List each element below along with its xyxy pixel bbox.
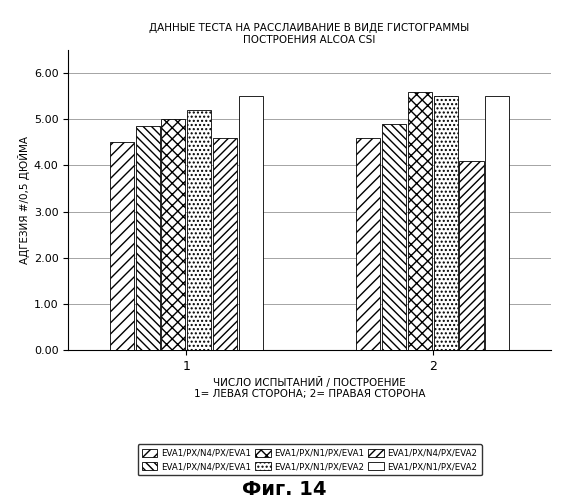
Bar xyxy=(356,138,380,350)
Legend: EVA1/PX/N4/PX/EVA1, EVA1/PX/N4/PX/EVA1, EVA1/PX/N1/PX/EVA1, EVA1/PX/N1/PX/EVA2, : EVA1/PX/N4/PX/EVA1, EVA1/PX/N4/PX/EVA1, … xyxy=(137,444,482,476)
Y-axis label: АДГЕЗИЯ #/0,5 ДЮЙМА: АДГЕЗИЯ #/0,5 ДЮЙМА xyxy=(18,136,30,264)
Bar xyxy=(110,142,133,350)
Title: ДАННЫЕ ТЕСТА НА РАССЛАИВАНИЕ В ВИДЕ ГИСТОГРАММЫ
ПОСТРОЕНИЯ ALCOA CSI: ДАННЫЕ ТЕСТА НА РАССЛАИВАНИЕ В ВИДЕ ГИСТ… xyxy=(149,24,470,45)
Text: Фиг. 14: Фиг. 14 xyxy=(242,480,326,499)
X-axis label: ЧИСЛО ИСПЫТАНИЙ / ПОСТРОЕНИЕ
1= ЛЕВАЯ СТОРОНА; 2= ПРАВАЯ СТОРОНА: ЧИСЛО ИСПЫТАНИЙ / ПОСТРОЕНИЕ 1= ЛЕВАЯ СТ… xyxy=(194,377,425,400)
Bar xyxy=(213,138,237,350)
Bar xyxy=(460,161,483,350)
Bar xyxy=(187,110,211,350)
Bar xyxy=(136,126,160,350)
Bar xyxy=(239,96,263,350)
Bar xyxy=(433,96,458,350)
Bar xyxy=(161,119,186,350)
Bar xyxy=(486,96,509,350)
Bar xyxy=(382,124,406,350)
Bar xyxy=(408,92,432,350)
